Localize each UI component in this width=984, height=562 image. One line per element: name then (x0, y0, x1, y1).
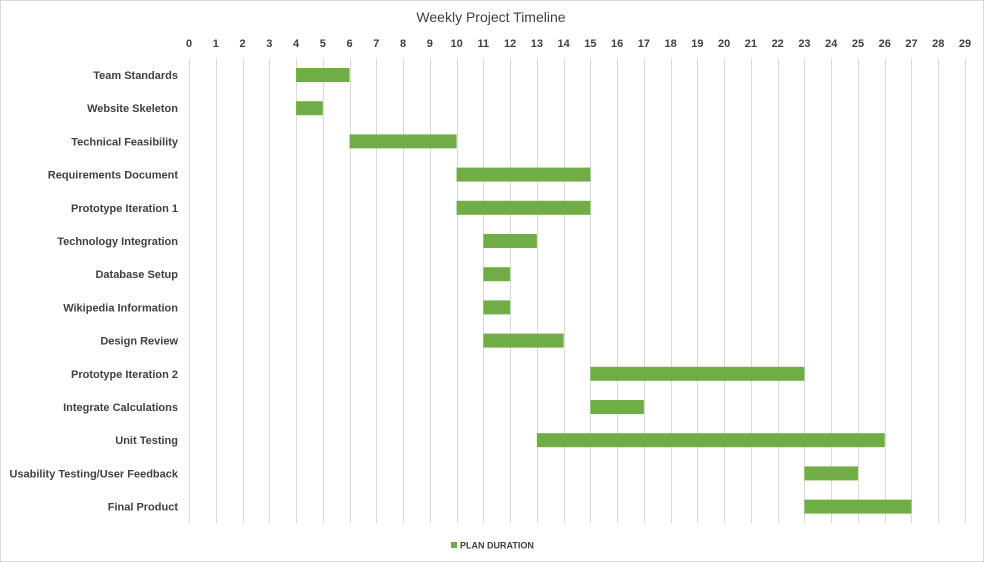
category-labels: Team Standards Website Skeleton Technical … (9, 70, 178, 514)
x-tick-label: 23 (798, 38, 810, 50)
category-label: Technology Integration (57, 236, 178, 248)
category-label: Database Setup (95, 269, 178, 281)
x-tick-label: 22 (772, 38, 784, 50)
category-label: Prototype Iteration 1 (71, 203, 178, 215)
category-label: Usability Testing/User Feedback (9, 468, 178, 480)
category-label: Final Product (108, 502, 179, 514)
duration-bar (456, 167, 591, 182)
x-tick-label: 11 (478, 38, 490, 50)
x-tick-label: 9 (427, 38, 433, 50)
category-label: Integrate Calculations (63, 402, 178, 414)
x-axis-ticks: 0 1 2 3 4 5 6 7 8 9 10 11 12 13 14 15 16 17 18 19 20 21 22 23 24… (186, 38, 971, 50)
category-label: Design Review (100, 336, 178, 348)
x-tick-label: 26 (879, 38, 891, 50)
duration-bar (483, 300, 511, 315)
category-label: Team Standards (93, 70, 178, 82)
x-tick-label: 27 (905, 38, 917, 50)
x-tick-label: 21 (745, 38, 757, 50)
category-label: Wikipedia Information (63, 302, 178, 314)
x-tick-label: 20 (718, 38, 730, 50)
duration-bar (590, 366, 805, 381)
x-tick-label: 15 (584, 38, 596, 50)
duration-bar (296, 68, 350, 82)
x-tick-label: 0 (186, 38, 192, 50)
x-tick-label: 29 (959, 38, 971, 50)
duration-bar (804, 466, 858, 481)
x-tick-label: 19 (691, 38, 703, 50)
x-tick-label: 28 (932, 38, 944, 50)
x-tick-label: 24 (825, 38, 838, 50)
x-tick-label: 10 (450, 38, 462, 50)
category-label: Prototype Iteration 2 (71, 369, 178, 381)
x-tick-label: 13 (531, 38, 543, 50)
duration-bar (483, 333, 564, 348)
x-tick-label: 7 (373, 38, 379, 50)
duration-bar (536, 433, 885, 448)
legend-swatch (451, 542, 457, 548)
x-tick-label: 6 (346, 38, 352, 50)
category-label: Requirements Document (48, 170, 179, 182)
category-label: Unit Testing (115, 435, 178, 447)
x-tick-label: 25 (852, 38, 864, 50)
x-tick-label: 17 (638, 38, 650, 50)
duration-bar (590, 400, 644, 414)
duration-bar (483, 267, 511, 282)
duration-bar (296, 101, 323, 116)
x-tick-label: 16 (611, 38, 623, 50)
legend-label: PLAN DURATION (460, 541, 534, 551)
duration-bar (483, 234, 537, 248)
x-tick-label: 4 (293, 38, 300, 50)
grid-lines (189, 58, 966, 523)
category-label: Website Skeleton (87, 103, 178, 115)
chart-title: Weekly Project Timeline (416, 9, 565, 25)
x-tick-label: 8 (400, 38, 406, 50)
duration-bar (804, 499, 912, 514)
x-tick-label: 5 (320, 38, 326, 50)
x-tick-label: 1 (213, 38, 219, 50)
category-label: Technical Feasibility (71, 136, 179, 148)
x-tick-label: 12 (504, 38, 516, 50)
x-tick-label: 18 (665, 38, 677, 50)
x-tick-label: 14 (557, 38, 570, 50)
duration-bar (456, 200, 591, 215)
legend: PLAN DURATION (451, 541, 534, 551)
x-tick-label: 3 (266, 38, 272, 50)
x-tick-label: 2 (239, 38, 245, 50)
duration-bar (349, 134, 457, 149)
bars (296, 68, 912, 514)
